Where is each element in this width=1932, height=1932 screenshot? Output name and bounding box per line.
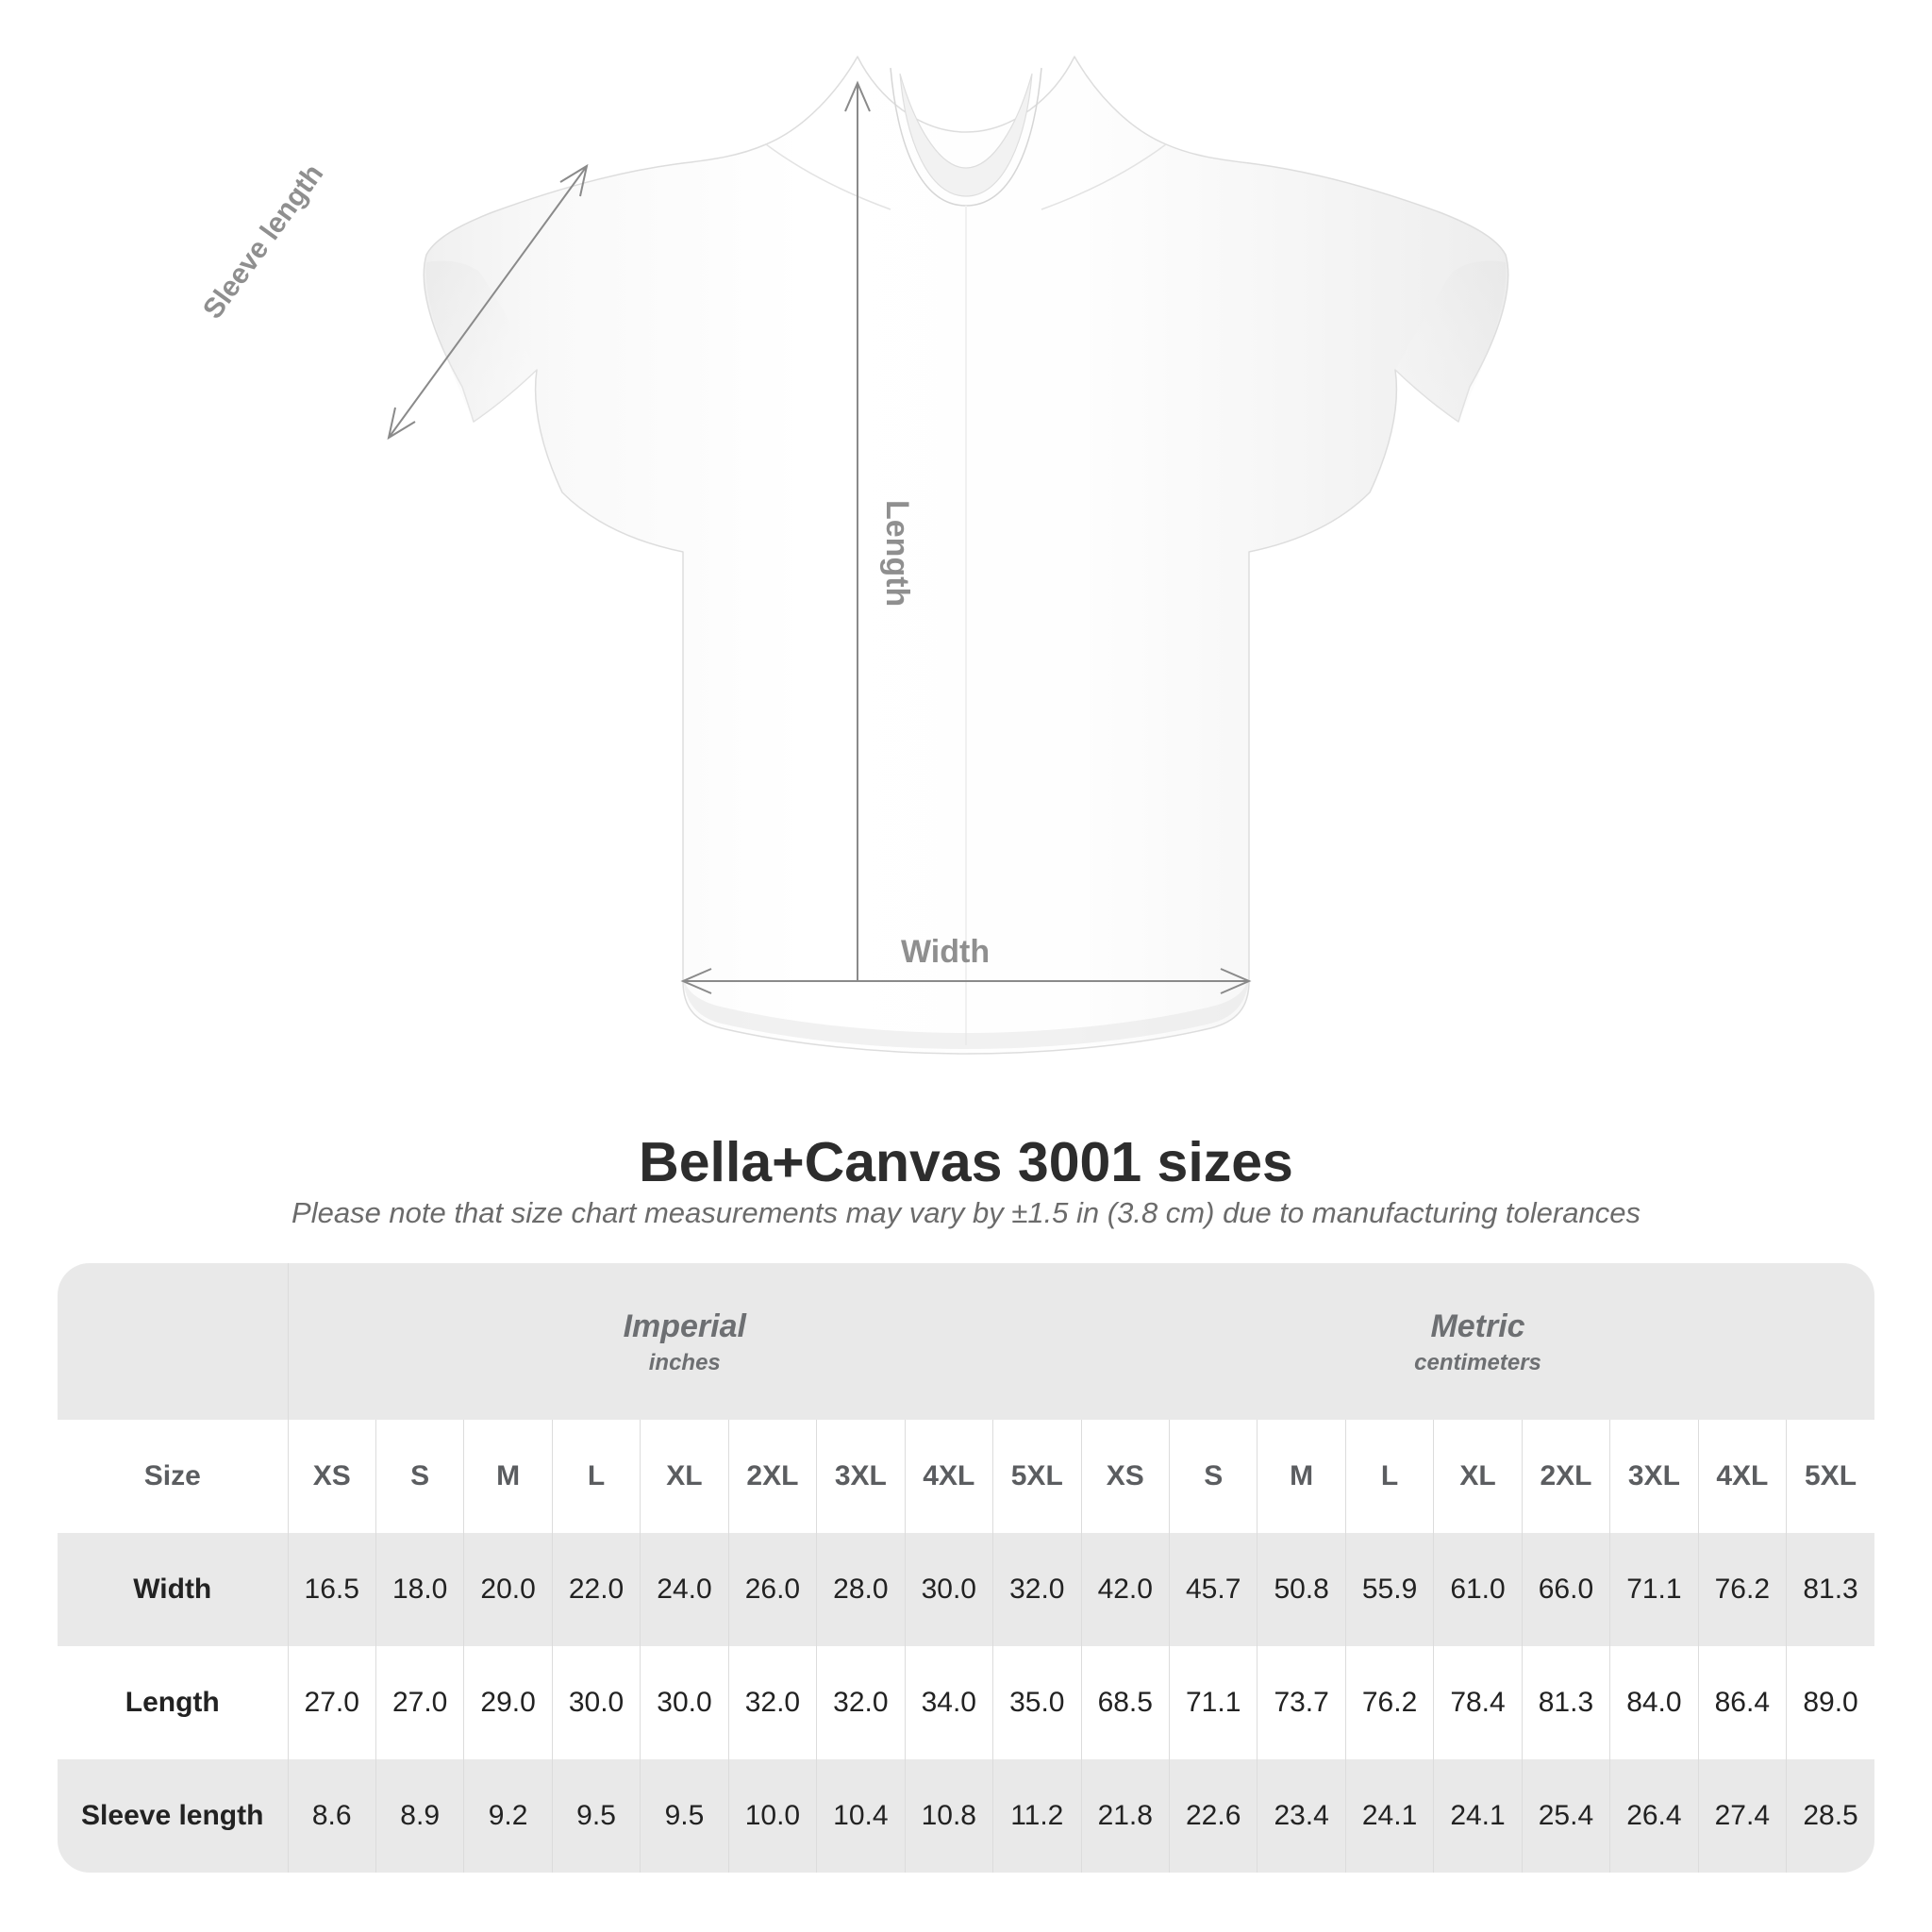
svg-text:Length: Length: [879, 500, 915, 607]
svg-text:Sleeve length: Sleeve length: [197, 158, 329, 325]
svg-text:Width: Width: [901, 934, 990, 970]
